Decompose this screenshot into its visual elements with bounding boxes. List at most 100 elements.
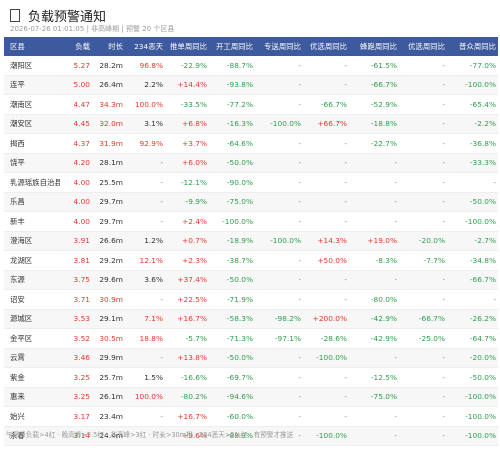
value-cell: 1.5% (125, 367, 165, 388)
value-cell: -2.7% (447, 231, 498, 251)
value-cell: -2.2% (447, 114, 498, 134)
value-cell: -90.0% (209, 172, 255, 193)
table-row: 新丰 4.00 29.7m - +2.4% -100.0% - - - - -100.0% (4, 211, 498, 232)
value-cell: 5.00 (60, 75, 92, 95)
value-cell: 18.8% (125, 328, 165, 349)
value-cell: +19.0% (349, 231, 399, 251)
value-cell: -65.4% (447, 94, 498, 115)
value-cell: +66.7% (303, 114, 349, 134)
value-cell: -20.0% (399, 231, 447, 251)
value-cell: 26.1m (92, 387, 125, 407)
value-cell: -71.9% (209, 289, 255, 310)
value-cell: - (255, 133, 303, 154)
table-row: 永春 3.14 24.4m - +9.6% -88.9% - -100.0% - - -100.0% (4, 426, 498, 446)
value-cell: - (349, 270, 399, 290)
value-cell: 4.00 (60, 172, 92, 193)
value-cell: -61.5% (349, 56, 399, 76)
value-cell: +14.3% (303, 231, 349, 251)
value-cell: 92.9% (125, 133, 165, 154)
value-cell: -80.2% (165, 387, 209, 407)
value-cell: - (303, 387, 349, 407)
value-cell: 30.9m (92, 289, 125, 310)
value-cell: - (399, 114, 447, 134)
value-cell: +0.7% (165, 231, 209, 251)
value-cell: -42.9% (349, 328, 399, 349)
table-row: 潮阳区 5.27 28.2m 96.8% -22.9% -88.7% - - -61.5% - -7… (4, 56, 498, 76)
value-cell: 29.6m (92, 270, 125, 290)
column-header: 区县 (4, 37, 60, 56)
value-cell: 25.7m (92, 367, 125, 388)
value-cell: -58.3% (209, 309, 255, 329)
value-cell: - (447, 289, 498, 310)
table-row: 澄海区 3.91 26.6m 1.2% +0.7% -18.9% -100.0% +14.3%… (4, 231, 498, 251)
footer: 午高峰负载>4红 · 晚高峰>3.5红 · 非高峰>3红 · 时长>30m橙 ·… (6, 431, 294, 439)
title: 负载预警通知 (28, 10, 107, 25)
value-cell: - (255, 172, 303, 193)
value-cell: 26.6m (92, 231, 125, 251)
value-cell: - (255, 367, 303, 388)
value-cell: -50.0% (209, 270, 255, 290)
value-cell: - (125, 172, 165, 193)
value-cell: 7.1% (125, 309, 165, 329)
value-cell: 3.53 (60, 309, 92, 329)
value-cell: - (125, 192, 165, 212)
table-row: 东源 3.75 29.6m 3.6% +37.4% -50.0% - - - - -66.7% (4, 270, 498, 290)
table-row: 诏安 3.71 30.9m - +22.5% -71.9% - - -80.0% - - (4, 289, 498, 310)
value-cell: 100.0% (125, 94, 165, 115)
column-header: 开工周同比 (209, 37, 255, 56)
table-row: 乳源瑶族自治县 4.00 25.5m - -12.1% -90.0% - - - - - (4, 172, 498, 193)
value-cell: - (255, 406, 303, 427)
value-cell: - (399, 348, 447, 368)
value-cell: -66.7% (399, 309, 447, 329)
value-cell: - (125, 153, 165, 173)
table-row: 乐昌 4.00 29.7m - -9.9% -75.0% - - - - -50.0% (4, 192, 498, 212)
value-cell: - (303, 211, 349, 232)
value-cell: - (125, 289, 165, 310)
value-cell: 3.91 (60, 231, 92, 251)
value-cell: -16.6% (165, 367, 209, 388)
value-cell: - (399, 289, 447, 310)
district-cell: 潮南区 (4, 94, 60, 115)
district-cell: 源城区 (4, 309, 60, 329)
value-cell: 3.17 (60, 406, 92, 427)
value-cell: - (399, 270, 447, 290)
district-cell: 潮阳区 (4, 56, 60, 76)
value-cell: - (125, 348, 165, 368)
value-cell: -100.0% (447, 426, 498, 446)
header-row: 区县 负载 时长 234恶天 推单周同比 开工周同比 专送周同比 优选周同比 蜂跑周同比 优选周同… (4, 37, 498, 56)
column-header: 推单周同比 (165, 37, 209, 56)
value-cell: 3.75 (60, 270, 92, 290)
value-cell: +50.0% (303, 250, 349, 271)
value-cell: 3.71 (60, 289, 92, 310)
value-cell: 3.81 (60, 250, 92, 271)
value-cell: +16.7% (165, 309, 209, 329)
district-cell: 饶平 (4, 153, 60, 173)
value-cell: +16.7% (165, 406, 209, 427)
value-cell: 4.00 (60, 192, 92, 212)
value-cell: - (399, 94, 447, 115)
value-cell: -9.9% (165, 192, 209, 212)
table-row: 云霄 3.46 29.9m - +13.8% -50.0% - -100.0% - - -20.0% (4, 348, 498, 368)
subtitle: 2026-07-26 01:01:05 | 非高峰期 | 预警 20 个区县 (10, 25, 175, 33)
value-cell: -38.7% (209, 250, 255, 271)
value-cell: 29.1m (92, 309, 125, 329)
value-cell: 28.2m (92, 56, 125, 76)
value-cell: -36.8% (447, 133, 498, 154)
value-cell: -69.7% (209, 367, 255, 388)
value-cell: +3.7% (165, 133, 209, 154)
value-cell: - (399, 192, 447, 212)
table-row: 惠来 3.25 26.1m 100.0% -80.2% -94.6% - - -75.0% - -1… (4, 387, 498, 407)
value-cell: -100.0% (209, 211, 255, 232)
alert-table: 区县 负载 时长 234恶天 推单周同比 开工周同比 专送周同比 优选周同比 蜂跑周同比 优选周同… (4, 37, 498, 446)
value-cell: -60.0% (209, 406, 255, 427)
value-cell: - (255, 153, 303, 173)
value-cell: 29.9m (92, 348, 125, 368)
value-cell: -100.0% (255, 114, 303, 134)
value-cell: -97.1% (255, 328, 303, 349)
district-cell: 永春 (4, 426, 60, 446)
value-cell: - (255, 348, 303, 368)
value-cell: -100.0% (303, 426, 349, 446)
value-cell: - (349, 426, 399, 446)
value-cell: -26.2% (447, 309, 498, 329)
